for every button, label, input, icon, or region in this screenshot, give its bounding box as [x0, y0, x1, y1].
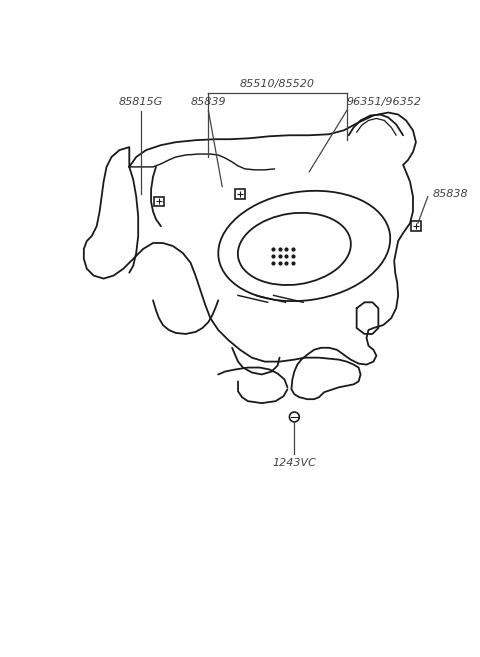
Text: 85815G: 85815G: [119, 97, 163, 106]
Text: 85510/85520: 85510/85520: [240, 79, 315, 89]
Bar: [235, 189, 245, 198]
Bar: [411, 221, 421, 231]
Text: 1243VC: 1243VC: [273, 459, 316, 468]
Text: 96351/96352: 96351/96352: [347, 97, 422, 106]
Text: 85838: 85838: [433, 189, 468, 198]
Bar: [154, 196, 164, 206]
Text: 85839: 85839: [191, 97, 226, 106]
